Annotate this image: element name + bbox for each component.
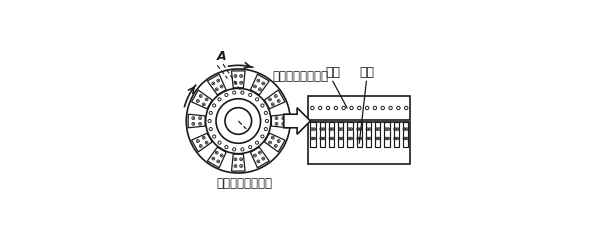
Circle shape (269, 142, 271, 143)
Circle shape (213, 158, 214, 159)
Text: 次级: 次级 (325, 66, 340, 79)
Polygon shape (232, 154, 245, 171)
Circle shape (216, 89, 217, 90)
Circle shape (385, 138, 386, 139)
Circle shape (332, 138, 333, 139)
Circle shape (258, 161, 259, 162)
Circle shape (397, 138, 398, 139)
Circle shape (276, 118, 277, 119)
Bar (308, 96, 410, 120)
Circle shape (200, 145, 201, 146)
Circle shape (206, 99, 207, 100)
Circle shape (406, 138, 407, 139)
Bar (385, 122, 389, 147)
Polygon shape (208, 74, 226, 95)
Circle shape (272, 104, 274, 105)
Circle shape (283, 118, 284, 119)
Circle shape (278, 100, 279, 101)
Circle shape (369, 138, 370, 139)
Bar (356, 122, 362, 147)
Circle shape (388, 138, 389, 139)
Polygon shape (191, 90, 212, 109)
Circle shape (193, 123, 194, 124)
Circle shape (283, 123, 284, 124)
Polygon shape (250, 74, 269, 95)
Circle shape (259, 152, 260, 153)
Circle shape (235, 82, 236, 83)
Circle shape (216, 99, 260, 143)
Bar (394, 122, 399, 147)
Polygon shape (284, 108, 310, 134)
Circle shape (278, 141, 279, 142)
Circle shape (200, 96, 201, 97)
Circle shape (339, 138, 340, 139)
Polygon shape (188, 114, 205, 128)
Circle shape (276, 123, 277, 124)
Circle shape (254, 155, 256, 156)
Circle shape (241, 82, 242, 83)
Polygon shape (265, 90, 285, 109)
Circle shape (197, 141, 199, 142)
Polygon shape (191, 133, 212, 152)
Circle shape (321, 138, 322, 139)
Circle shape (221, 155, 222, 156)
Bar (320, 122, 325, 147)
Circle shape (330, 138, 331, 139)
Text: 定子绕组（初级）: 定子绕组（初级） (272, 70, 328, 83)
Circle shape (193, 118, 194, 119)
Polygon shape (265, 133, 285, 152)
Circle shape (263, 83, 264, 84)
Bar (329, 122, 334, 147)
Circle shape (263, 158, 264, 159)
Text: A: A (217, 50, 226, 63)
Bar (403, 122, 408, 147)
Circle shape (275, 96, 277, 97)
Circle shape (225, 108, 251, 134)
Circle shape (218, 80, 219, 81)
Circle shape (203, 137, 204, 138)
Circle shape (351, 138, 352, 139)
Circle shape (358, 138, 359, 139)
Circle shape (259, 89, 260, 90)
Circle shape (360, 138, 361, 139)
Text: 初级: 初级 (359, 66, 374, 79)
Circle shape (221, 86, 222, 87)
Circle shape (218, 161, 219, 162)
Circle shape (311, 138, 313, 139)
Bar (338, 122, 343, 147)
Circle shape (275, 145, 277, 146)
Polygon shape (250, 147, 269, 168)
Circle shape (216, 152, 217, 153)
Polygon shape (271, 114, 289, 128)
Circle shape (341, 138, 343, 139)
Circle shape (235, 159, 236, 160)
Circle shape (206, 142, 207, 143)
Circle shape (272, 137, 274, 138)
Circle shape (404, 138, 405, 139)
Circle shape (367, 138, 368, 139)
Circle shape (314, 138, 315, 139)
Circle shape (254, 86, 256, 87)
Circle shape (213, 83, 214, 84)
Polygon shape (208, 147, 226, 168)
Circle shape (376, 138, 377, 139)
Bar (375, 122, 380, 147)
Circle shape (197, 100, 199, 101)
Circle shape (258, 80, 259, 81)
Circle shape (203, 104, 204, 105)
Circle shape (206, 88, 271, 154)
Bar (308, 122, 410, 164)
Circle shape (241, 159, 242, 160)
Circle shape (323, 138, 324, 139)
Bar (310, 122, 316, 147)
Circle shape (186, 69, 290, 173)
Circle shape (269, 99, 271, 100)
Text: 笼型转子（次级）: 笼型转子（次级） (217, 177, 272, 190)
Polygon shape (232, 71, 245, 88)
Bar (366, 122, 371, 147)
Bar (347, 122, 353, 147)
